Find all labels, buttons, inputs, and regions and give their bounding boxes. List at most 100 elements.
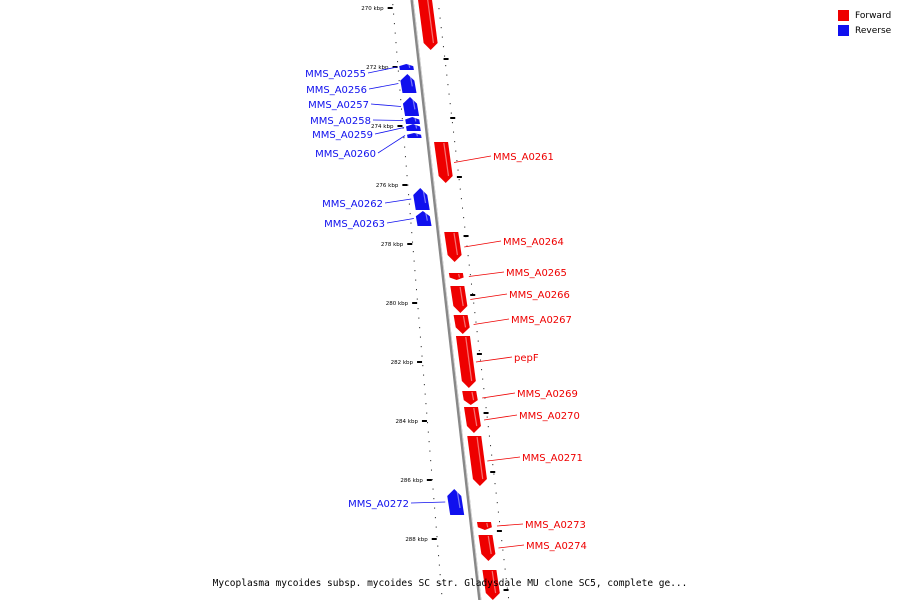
- scale-dot: [408, 203, 410, 205]
- scale-dot: [501, 540, 503, 542]
- scale-dot: [427, 422, 429, 424]
- gene-label: MMS_A0272: [348, 499, 409, 510]
- gene-mms_a0274[interactable]: MMS_A0274: [478, 535, 587, 561]
- tick-mark: [421, 420, 427, 422]
- scale-dot: [393, 13, 395, 15]
- scale-dot: [468, 264, 470, 266]
- gene-shine: [462, 315, 467, 328]
- gene-mms_a0255[interactable]: MMS_A0255: [305, 64, 414, 80]
- gene-label: MMS_A0260: [315, 149, 376, 160]
- gene-leader-line: [482, 392, 516, 399]
- gene-arrow: [448, 273, 464, 280]
- legend-reverse-label: Reverse: [855, 25, 892, 36]
- scale-dot: [401, 118, 403, 120]
- tick-label: 282 kbp: [391, 360, 414, 366]
- gene-shine: [415, 124, 418, 129]
- scale-dot: [404, 146, 406, 148]
- gene-arrow: [467, 436, 487, 486]
- gene-mms_a0263[interactable]: MMS_A0263: [324, 211, 432, 230]
- gene-mms_a0266[interactable]: MMS_A0266: [450, 286, 570, 313]
- gene-mms_a0256[interactable]: MMS_A0256: [306, 74, 417, 96]
- gene-arrow: [462, 391, 478, 405]
- gene-partial[interactable]: [418, 0, 438, 50]
- gene-mms_a0265[interactable]: MMS_A0265: [448, 268, 567, 280]
- gene-leader-line: [498, 544, 525, 549]
- tick-mark: [397, 125, 403, 127]
- gene-mms_a0258[interactable]: MMS_A0258: [310, 116, 421, 127]
- gene-mms_a0262[interactable]: MMS_A0262: [322, 188, 430, 210]
- tick-mark-right: [443, 58, 449, 60]
- scale-dot: [419, 327, 421, 329]
- scale-dot: [504, 568, 506, 570]
- gene-arrow: [447, 489, 465, 515]
- gene-arrow: [418, 0, 438, 50]
- gene-mms_a0264[interactable]: MMS_A0264: [444, 232, 564, 262]
- gene-mms_a0260[interactable]: MMS_A0260: [315, 133, 422, 160]
- scale-dot: [488, 435, 490, 437]
- gene-mms_a0271[interactable]: MMS_A0271: [467, 436, 583, 486]
- scale-dot: [424, 393, 426, 395]
- scale-dot: [449, 103, 451, 105]
- scale-dot: [427, 431, 429, 433]
- gene-leader-line: [464, 240, 502, 248]
- scale-dot: [486, 416, 488, 418]
- gene-mms_a0273[interactable]: MMS_A0273: [476, 520, 586, 531]
- gene-leader-line: [410, 501, 446, 504]
- scale-dot: [396, 51, 398, 53]
- scale-dot: [495, 492, 497, 494]
- gene-label: MMS_A0261: [493, 152, 554, 163]
- scale-dot: [410, 222, 412, 224]
- scale-dot: [432, 488, 434, 490]
- gene-label: MMS_A0262: [322, 199, 383, 210]
- tick-label: 270 kbp: [361, 6, 384, 12]
- scale-dot: [417, 308, 419, 310]
- gene-mms_a0270[interactable]: MMS_A0270: [463, 407, 580, 433]
- gene-label: MMS_A0265: [506, 268, 567, 279]
- scale-dot: [422, 365, 424, 367]
- scale-dot: [485, 407, 487, 409]
- legend-reverse: Reverse: [838, 23, 891, 38]
- gene-shine: [456, 489, 461, 509]
- tick-label: 278 kbp: [381, 242, 404, 248]
- scale-dot: [444, 55, 446, 57]
- gene-partial[interactable]: [482, 570, 500, 600]
- gene-mms_a0259[interactable]: MMS_A0259: [312, 124, 421, 141]
- scale-dot: [409, 213, 411, 215]
- tick-label: 276 kbp: [376, 183, 399, 189]
- gene-arrow: [434, 142, 453, 183]
- gene-features: MMS_A0255 MMS_A0256 MMS_A0257 MMS_A0258 MMS_…: [305, 0, 587, 600]
- gene-arrow: [476, 522, 492, 530]
- scale-dot: [413, 260, 415, 262]
- scale-dot: [401, 108, 403, 110]
- scale-dot: [412, 251, 414, 253]
- scale-dot: [466, 245, 468, 247]
- gene-arrow: [478, 535, 496, 561]
- gene-leader-line: [384, 198, 412, 204]
- gene-shine: [408, 64, 411, 69]
- gene-leader-line: [370, 103, 401, 107]
- gene-mms_a0267[interactable]: MMS_A0267: [453, 315, 572, 334]
- gene-pepf[interactable]: pepF: [455, 336, 539, 388]
- scale-dot: [467, 255, 469, 257]
- gene-label: MMS_A0274: [526, 541, 587, 552]
- scale-dot: [496, 502, 498, 504]
- scale-dot: [434, 507, 436, 509]
- scale-dot: [490, 445, 492, 447]
- gene-mms_a0272[interactable]: MMS_A0272: [348, 489, 465, 515]
- gene-mms_a0261[interactable]: MMS_A0261: [434, 142, 554, 183]
- tick-mark: [402, 184, 408, 186]
- gene-mms_a0269[interactable]: MMS_A0269: [462, 389, 578, 405]
- scale-dot: [503, 559, 505, 561]
- gene-arrow: [402, 97, 420, 116]
- gene-mms_a0257[interactable]: MMS_A0257: [308, 97, 420, 116]
- scale-dot: [476, 331, 478, 333]
- scale-dot: [430, 460, 432, 462]
- scale-dot: [481, 369, 483, 371]
- gene-shine: [416, 133, 418, 137]
- tick-label: 288 kbp: [405, 537, 428, 543]
- gene-leader-line: [453, 155, 492, 163]
- scale-dot: [400, 99, 402, 101]
- tick-label: 284 kbp: [396, 419, 419, 425]
- reverse-swatch: [838, 25, 849, 36]
- scale-dot: [438, 555, 440, 557]
